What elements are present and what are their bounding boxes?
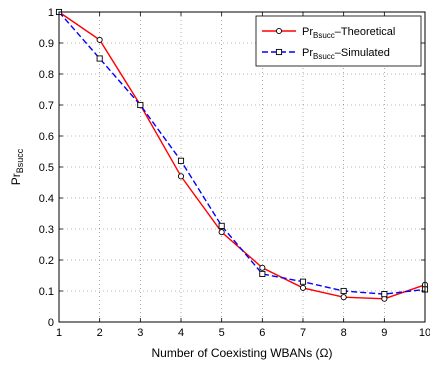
series-simulated-line	[58, 11, 426, 295]
x-tick-label: 1	[56, 327, 62, 339]
series-layer	[55, 8, 429, 302]
legend: PrBsucc–Theoretical PrBsucc–Simulated	[255, 15, 422, 67]
legend-item-simulated: PrBsucc–Simulated	[262, 47, 390, 61]
y-tick-label: 0.2	[39, 255, 54, 267]
x-tick-label: 5	[219, 327, 225, 339]
series-simulated-point-4	[218, 222, 225, 229]
series-simulated-point-8	[381, 291, 388, 298]
x-tick-label: 7	[300, 327, 306, 339]
x-tick-label: 3	[137, 327, 143, 339]
y-tick-labels: 0 0.1 0.2 0.3 0.4 0.5 0.6 0.7 0.8 0.9 1	[39, 7, 54, 329]
axis-ticks	[58, 11, 426, 323]
svg-text:PrBsucc: PrBsucc	[9, 148, 25, 185]
y-tick-label: 0.8	[39, 69, 54, 81]
y-tick-label: 0.7	[39, 100, 54, 112]
series-simulated-point-5	[259, 270, 266, 278]
series-simulated-point-7	[340, 287, 347, 295]
series-theoretical-point-1	[96, 36, 103, 43]
y-axis-label-base: Pr	[9, 173, 23, 185]
series-theoretical-point-3	[177, 173, 185, 180]
series-simulated-point-2	[137, 101, 144, 109]
legend-theoretical-point-legend	[275, 27, 283, 35]
y-tick-label: 0.6	[39, 131, 54, 143]
y-tick-label: 0	[48, 317, 54, 329]
x-tick-label: 10	[419, 327, 430, 339]
y-axis-label-sub: Bsucc	[15, 148, 25, 173]
y-tick-label: 0.5	[39, 162, 54, 174]
legend-label-theoretical: PrBsucc–Theoretical	[302, 26, 395, 40]
x-tick-label: 9	[381, 327, 387, 339]
legend-label-simulated: PrBsucc–Simulated	[302, 47, 390, 61]
x-axis-label: Number of Coexisting WBANs (Ω)	[151, 346, 332, 360]
y-tick-label: 0.9	[39, 38, 54, 50]
y-axis-label: PrBsucc	[9, 148, 25, 185]
y-tick-label: 0.3	[39, 224, 54, 236]
x-tick-labels: 1 2 3 4 5 6 7 8 9 10	[56, 327, 430, 339]
x-tick-label: 8	[341, 327, 347, 339]
legend-item-theoretical: PrBsucc–Theoretical	[262, 26, 395, 40]
series-theoretical-point-4	[218, 229, 225, 236]
y-tick-label: 0.1	[39, 286, 54, 298]
legend-simulated-point-legend	[275, 48, 283, 56]
series-simulated-point-3	[177, 157, 185, 164]
y-tick-label: 1	[48, 7, 54, 19]
legend-box	[255, 15, 422, 67]
series-simulated-point-6	[299, 278, 307, 285]
series-simulated-point-1	[96, 55, 103, 62]
series-theoretical-point-5	[259, 264, 266, 271]
series-theoretical-point-6	[299, 284, 307, 291]
grid	[59, 12, 425, 322]
series-theoretical-point-7	[340, 294, 347, 301]
y-tick-label: 0.4	[39, 193, 54, 205]
x-tick-label: 2	[97, 327, 103, 339]
x-tick-label: 4	[178, 327, 184, 339]
x-tick-label: 6	[259, 327, 265, 339]
